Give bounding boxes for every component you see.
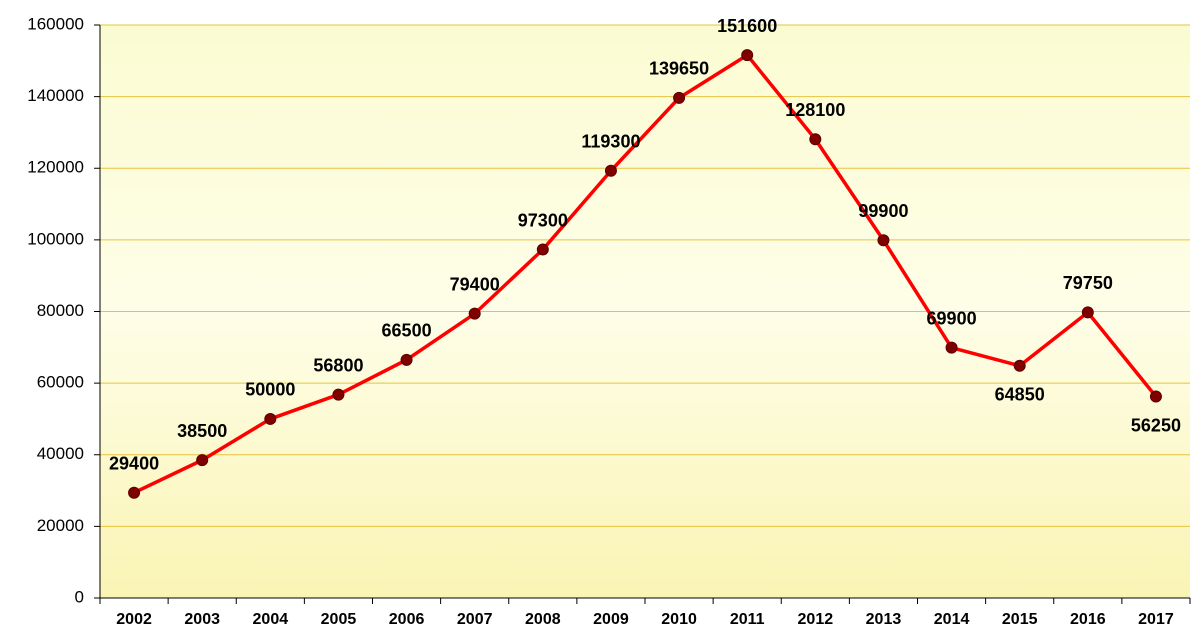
x-tick-label: 2003 (184, 611, 220, 628)
marker (128, 486, 141, 499)
data-label: 79750 (1063, 273, 1113, 293)
marker (1081, 306, 1094, 319)
data-label: 97300 (518, 210, 568, 230)
data-label: 56800 (313, 355, 363, 375)
x-tick-label: 2004 (253, 611, 289, 628)
marker (809, 133, 822, 146)
y-tick-label: 140000 (27, 86, 84, 105)
x-tick-label: 2011 (730, 611, 765, 628)
y-tick-label: 160000 (27, 14, 84, 33)
marker (264, 412, 277, 425)
data-label: 99900 (858, 201, 908, 221)
x-tick-label: 2008 (525, 611, 561, 628)
marker (536, 243, 549, 256)
data-label: 38500 (177, 421, 227, 441)
y-tick-label: 100000 (27, 229, 84, 248)
marker (1149, 390, 1162, 403)
data-label: 119300 (581, 132, 640, 152)
marker (945, 341, 958, 354)
data-label: 128100 (785, 100, 845, 120)
x-tick-label: 2005 (321, 611, 357, 628)
data-label: 56250 (1131, 415, 1181, 435)
x-tick-label: 2010 (661, 611, 697, 628)
x-tick-label: 2015 (1002, 611, 1038, 628)
y-tick-label: 80000 (37, 301, 84, 320)
marker (741, 49, 754, 62)
y-tick-label: 120000 (27, 158, 84, 177)
x-tick-label: 2017 (1138, 611, 1174, 628)
data-label: 66500 (382, 321, 432, 341)
marker (400, 353, 413, 366)
y-tick-label: 40000 (37, 444, 84, 463)
marker (604, 164, 617, 177)
data-label: 139650 (649, 59, 709, 79)
y-tick-label: 60000 (37, 373, 84, 392)
data-label: 69900 (927, 308, 977, 328)
data-label: 151600 (717, 16, 777, 36)
x-tick-label: 2016 (1070, 611, 1106, 628)
marker (673, 91, 686, 104)
y-tick-label: 0 (75, 587, 84, 606)
x-tick-label: 2007 (457, 611, 493, 628)
marker (1013, 359, 1026, 372)
data-label: 29400 (109, 453, 159, 473)
x-tick-label: 2014 (934, 611, 970, 628)
data-label: 79400 (450, 274, 500, 294)
x-tick-label: 2013 (866, 611, 902, 628)
data-label: 64850 (995, 385, 1045, 405)
marker (877, 234, 890, 247)
marker (332, 388, 345, 401)
y-tick-label: 20000 (37, 516, 84, 535)
data-label: 50000 (245, 380, 295, 400)
line (133, 53, 1158, 495)
x-tick-label: 2006 (389, 611, 425, 628)
x-tick-label: 2009 (593, 611, 629, 628)
marker (196, 454, 209, 467)
marker (468, 307, 481, 320)
x-tick-label: 2012 (798, 611, 834, 628)
x-tick-label: 2002 (116, 611, 152, 628)
